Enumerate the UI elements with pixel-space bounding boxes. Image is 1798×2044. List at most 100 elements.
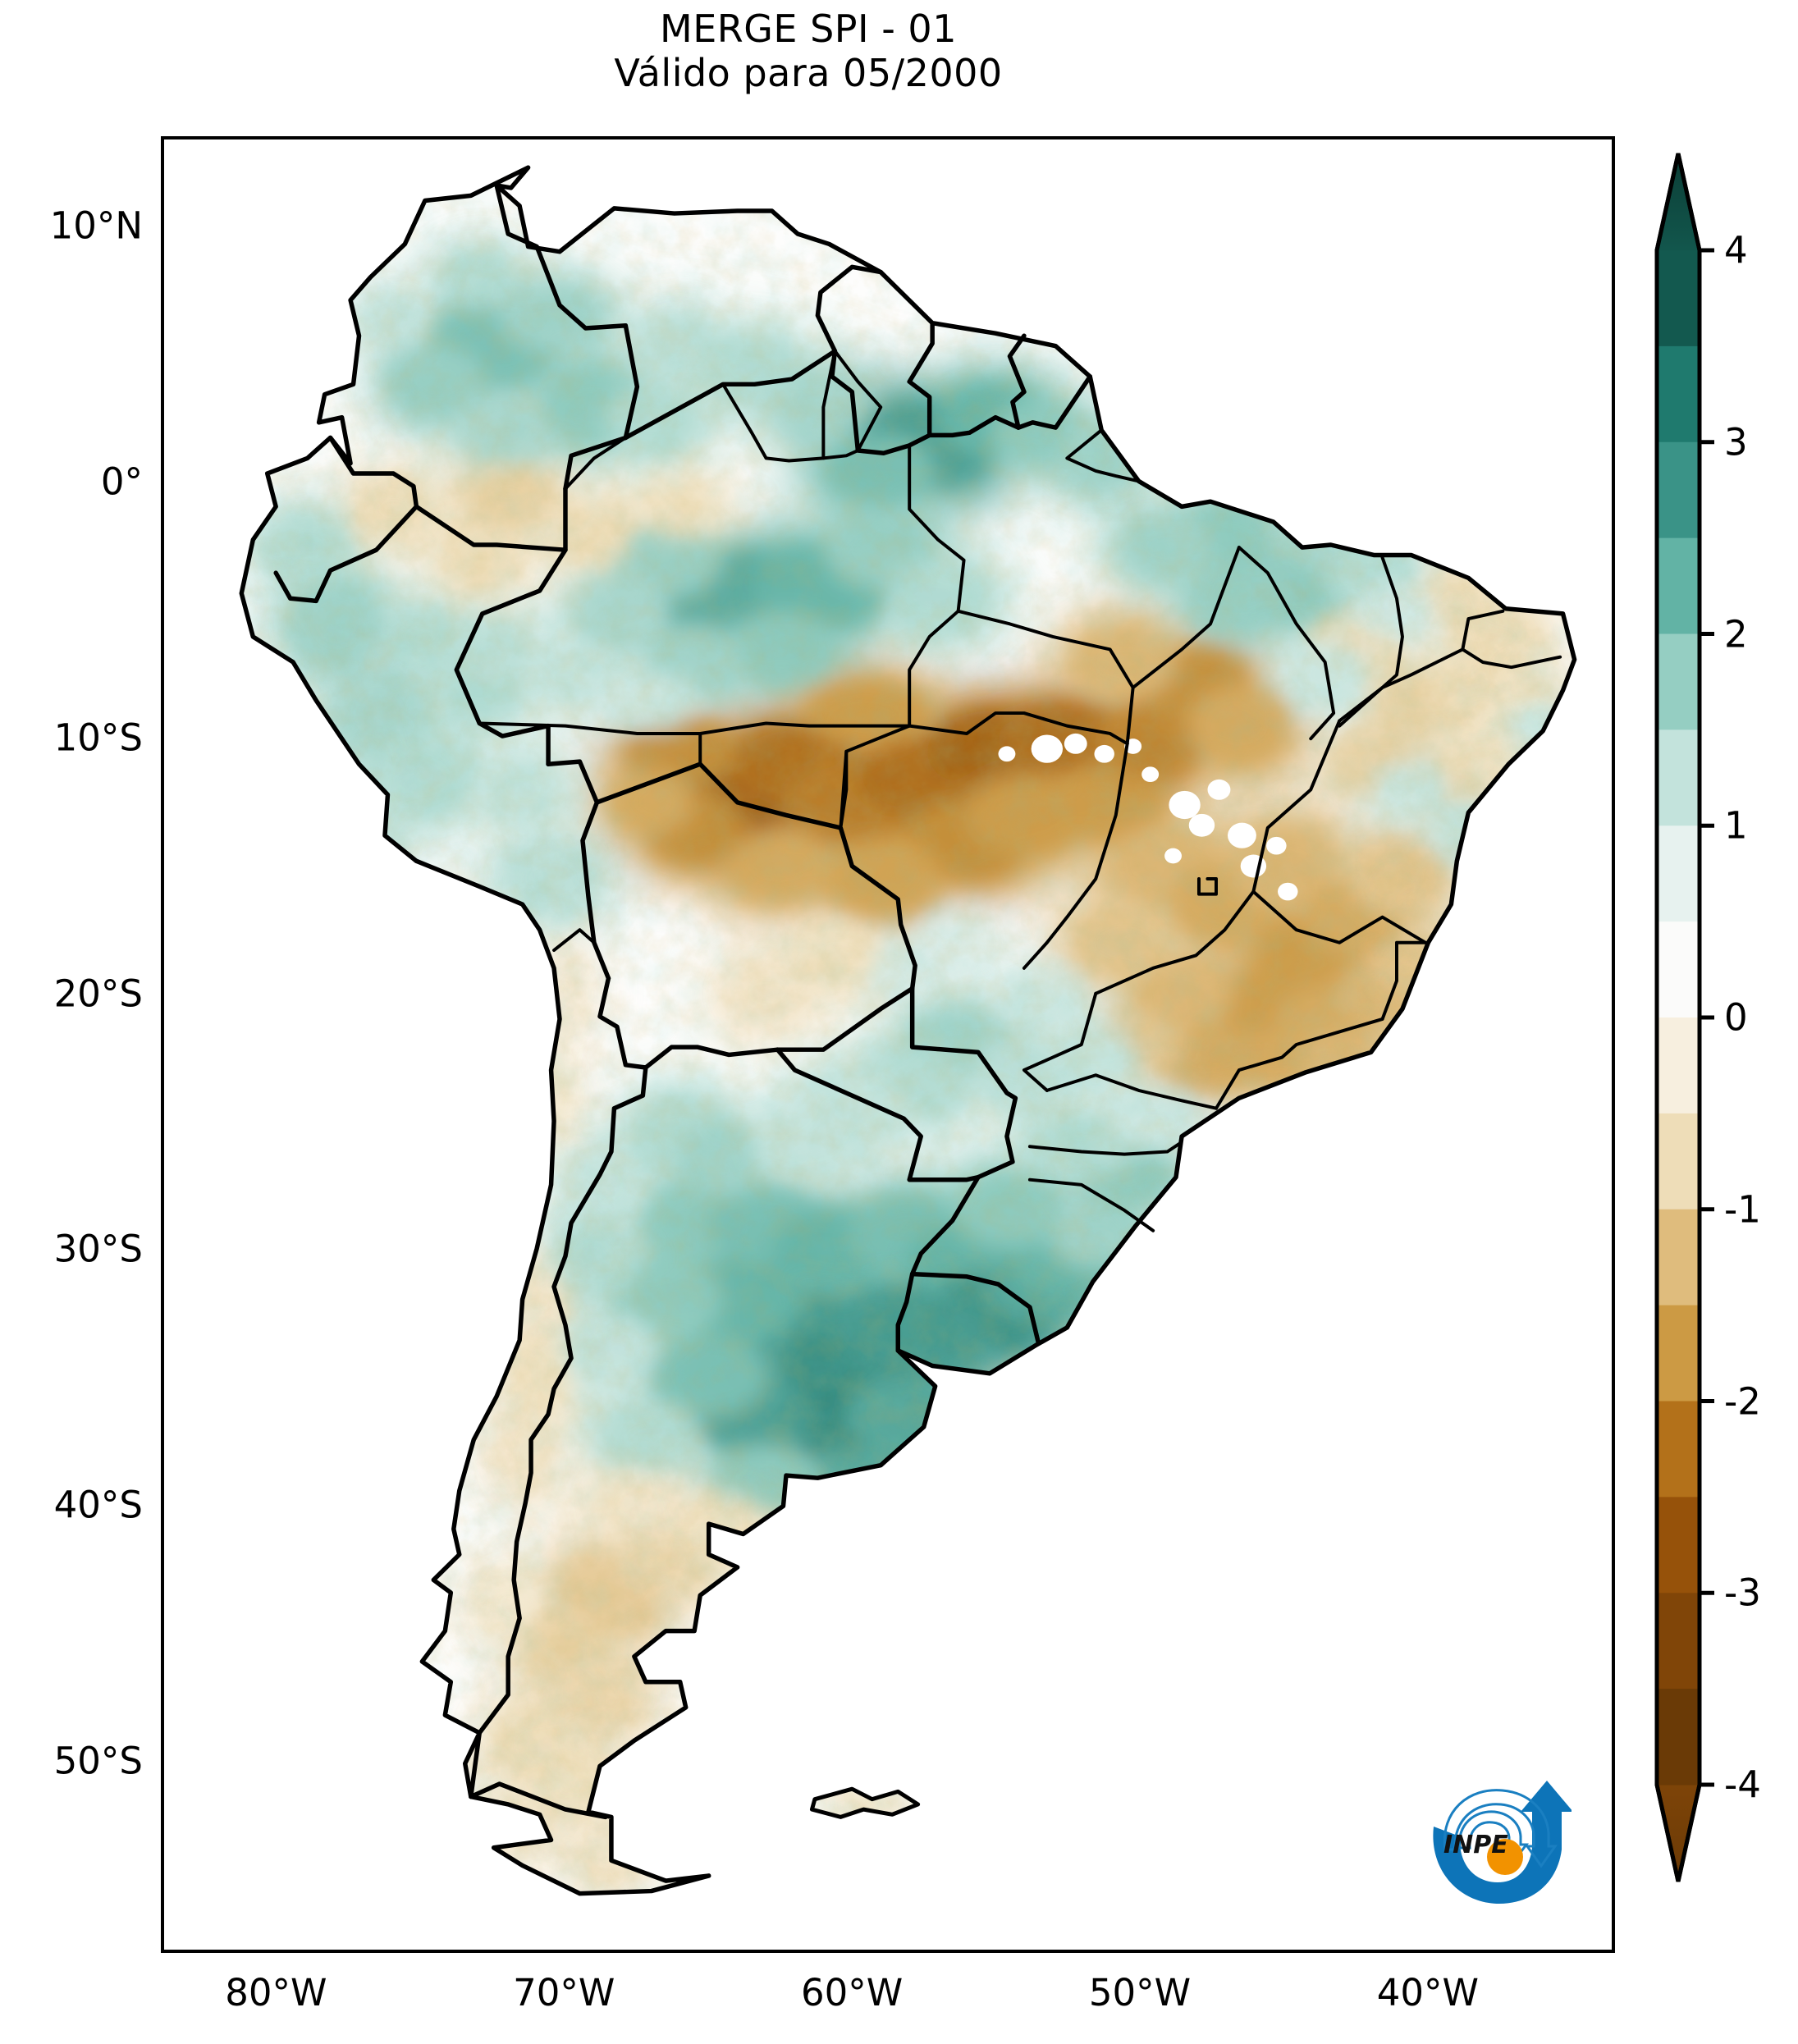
state-border-23 bbox=[821, 349, 837, 460]
colorbar-band bbox=[1658, 1305, 1698, 1402]
colorbar-tick-label-1: 3 bbox=[1724, 420, 1748, 464]
colorbar-tick-label-2: 2 bbox=[1724, 612, 1748, 656]
country-border-7 bbox=[597, 976, 648, 1070]
colorbar-tick-label-5: -1 bbox=[1724, 1187, 1761, 1232]
y-tick-4: 30°S bbox=[53, 1227, 143, 1271]
state-border-17 bbox=[1027, 1142, 1181, 1156]
y-tick-0: 10°N bbox=[49, 203, 143, 248]
no-data-hole bbox=[1064, 733, 1087, 754]
colorbar-band bbox=[1658, 1497, 1698, 1594]
x-tick-1: 70°W bbox=[513, 1971, 615, 2014]
state-border-2 bbox=[478, 721, 912, 735]
no-data-hole bbox=[1188, 813, 1215, 837]
colorbar-tick-label-0: 4 bbox=[1724, 228, 1748, 272]
country-border-17 bbox=[1007, 333, 1027, 430]
colorbar-tick-label-7: -3 bbox=[1724, 1571, 1761, 1615]
country-border-5 bbox=[454, 547, 568, 766]
no-data-hole bbox=[1228, 822, 1256, 848]
x-tick-0: 80°W bbox=[225, 1971, 327, 2014]
country-border-4 bbox=[273, 504, 419, 604]
y-tick-6: 50°S bbox=[53, 1739, 143, 1783]
page-subtitle: Válido para 05/2000 bbox=[614, 51, 1003, 96]
figure-title-block: MERGE SPI - 01 Válido para 05/2000 bbox=[0, 7, 1617, 96]
colorbar-band bbox=[1658, 1017, 1698, 1114]
colorbar-tick-label-6: -2 bbox=[1724, 1379, 1761, 1423]
state-border-6 bbox=[1125, 546, 1241, 746]
colorbar-band bbox=[1658, 537, 1698, 635]
state-border-26 bbox=[833, 349, 883, 453]
country-border-10 bbox=[775, 985, 915, 1052]
state-border-9 bbox=[1461, 609, 1562, 670]
colorbar-band bbox=[1658, 250, 1698, 347]
state-border-24 bbox=[563, 436, 628, 491]
country-border-0 bbox=[494, 183, 640, 492]
inpe-logo: INPE bbox=[1424, 1779, 1573, 1914]
inpe-logo-icon: INPE bbox=[1433, 1781, 1573, 1904]
state-border-21 bbox=[1065, 428, 1141, 483]
map-axes bbox=[161, 136, 1615, 1953]
state-border-12 bbox=[1022, 742, 1129, 970]
state-border-11 bbox=[1251, 719, 1427, 944]
colorbar-band bbox=[1658, 633, 1698, 730]
falklands-outline bbox=[809, 1786, 921, 1819]
colorbar-band bbox=[1658, 1401, 1698, 1498]
colorbar-tick-label-8: -4 bbox=[1724, 1763, 1761, 1807]
country-border-13 bbox=[909, 985, 1018, 1180]
colorbar-band bbox=[1658, 1689, 1698, 1786]
logo-blue-arrow bbox=[1433, 1781, 1573, 1904]
colorbar[interactable]: 4 3 2 1 0 -1 -2 -3 -4 bbox=[1645, 152, 1793, 1941]
state-border-8 bbox=[1338, 556, 1404, 728]
state-borders bbox=[478, 349, 1562, 1232]
x-tick-3: 50°W bbox=[1088, 1971, 1192, 2014]
x-tick-2: 60°W bbox=[800, 1971, 904, 2014]
state-border-19 bbox=[1214, 1017, 1384, 1110]
country-border-8 bbox=[469, 1065, 648, 1820]
logo-outline-arrow bbox=[1443, 1789, 1558, 1868]
state-border-13 bbox=[1196, 877, 1218, 896]
state-border-16 bbox=[1045, 1073, 1218, 1110]
state-border-4 bbox=[839, 749, 849, 830]
state-border-5 bbox=[908, 711, 1129, 746]
country-border-12 bbox=[775, 1047, 981, 1182]
colorbar-band bbox=[1658, 1593, 1698, 1690]
state-border-0 bbox=[839, 443, 966, 830]
colorbar-band bbox=[1658, 1113, 1698, 1210]
colorbar-band bbox=[1658, 825, 1698, 922]
no-data-hole bbox=[1031, 734, 1064, 763]
x-tick-4: 40°W bbox=[1376, 1971, 1480, 2014]
country-border-1 bbox=[623, 349, 1093, 455]
no-data-hole bbox=[1164, 848, 1182, 864]
state-border-7 bbox=[1237, 546, 1336, 741]
state-border-15 bbox=[1022, 991, 1098, 1092]
country-border-15 bbox=[909, 1271, 1041, 1346]
y-tick-1: 0° bbox=[100, 460, 143, 504]
state-border-10 bbox=[1338, 647, 1465, 723]
logo-text: INPE bbox=[1443, 1831, 1508, 1859]
coastline bbox=[239, 165, 1577, 1896]
spi-map bbox=[164, 139, 1612, 1950]
no-data-hole bbox=[1266, 836, 1287, 855]
colorbar-tick-label-4: 0 bbox=[1724, 995, 1748, 1040]
no-data-hole bbox=[1278, 882, 1298, 901]
country-border-11 bbox=[643, 1045, 780, 1070]
page-title: MERGE SPI - 01 bbox=[660, 7, 957, 51]
country-border-9 bbox=[594, 761, 917, 991]
country-border-2 bbox=[815, 264, 883, 354]
state-border-1 bbox=[721, 382, 860, 463]
no-data-hole bbox=[1169, 790, 1201, 820]
logo-orange-dot bbox=[1487, 1839, 1523, 1875]
y-tick-3: 20°S bbox=[53, 972, 143, 1016]
colorbar-band bbox=[1658, 441, 1698, 539]
state-border-14 bbox=[1094, 889, 1256, 995]
no-data-hole bbox=[1094, 744, 1114, 763]
no-data-hole bbox=[1141, 766, 1160, 783]
colorbar-tick-label-3: 1 bbox=[1724, 803, 1748, 848]
state-border-18 bbox=[1027, 1177, 1155, 1232]
state-border-25 bbox=[552, 928, 596, 953]
colorbar-band bbox=[1658, 1209, 1698, 1306]
y-tick-5: 40°S bbox=[53, 1483, 143, 1527]
no-data-hole bbox=[998, 746, 1016, 762]
state-border-20 bbox=[1380, 940, 1427, 1021]
state-border-22 bbox=[956, 609, 1135, 689]
